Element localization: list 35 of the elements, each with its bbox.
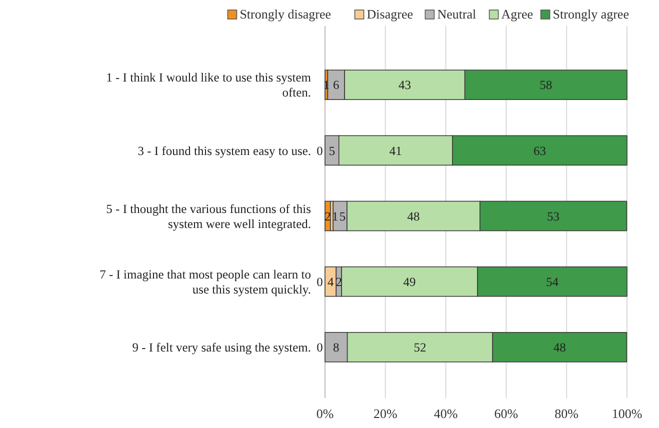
legend-label: Disagree	[366, 6, 414, 22]
x-tick-label: 80%	[554, 406, 579, 421]
x-tick-label: 60%	[494, 406, 518, 421]
annotation: 58	[540, 78, 552, 92]
annotation: 8	[333, 340, 340, 355]
x-tick-label: 40%	[434, 406, 458, 421]
annotation: 52	[414, 340, 426, 355]
annotation: 54	[546, 274, 560, 289]
legend-label: Strongly disagree	[240, 6, 332, 22]
annotation: 53	[547, 209, 560, 224]
y-tick-label: 7 - I imagine that most people can learn to use this system quickly.	[100, 267, 311, 296]
annotation: 1	[323, 78, 330, 92]
annotation: 49	[403, 274, 416, 289]
text: 0	[316, 340, 323, 355]
x-tick-label: 0%	[316, 406, 334, 421]
annotation: 48	[407, 209, 420, 224]
legend-label: Strongly agree	[552, 6, 630, 22]
annotation: 4	[327, 274, 334, 289]
text: 0	[316, 274, 323, 289]
y-tick-label: 1 - I think I would like to use this system often.	[106, 70, 312, 100]
y-tick-label: 9 - I felt very safe using the system.	[132, 340, 311, 355]
annotation: 43	[398, 78, 411, 92]
legend-label: Neutral	[437, 6, 477, 22]
y-tick-label: 3 - I found this system easy to use.	[138, 144, 311, 158]
legend-label: Agree	[501, 6, 534, 22]
y-tick-label: 5 - I thought the various functions of this system were well integrated.	[106, 202, 312, 231]
annotation: 6	[333, 78, 340, 92]
annotation: 5	[328, 144, 336, 158]
annotation: 41	[389, 144, 402, 158]
text: 0	[316, 144, 323, 158]
x-tick-label: 20%	[373, 406, 398, 421]
annotation: 5	[339, 209, 346, 224]
annotation: 63	[533, 144, 546, 158]
x-tick-label: 100%	[612, 406, 642, 421]
annotation: 48	[553, 340, 566, 355]
